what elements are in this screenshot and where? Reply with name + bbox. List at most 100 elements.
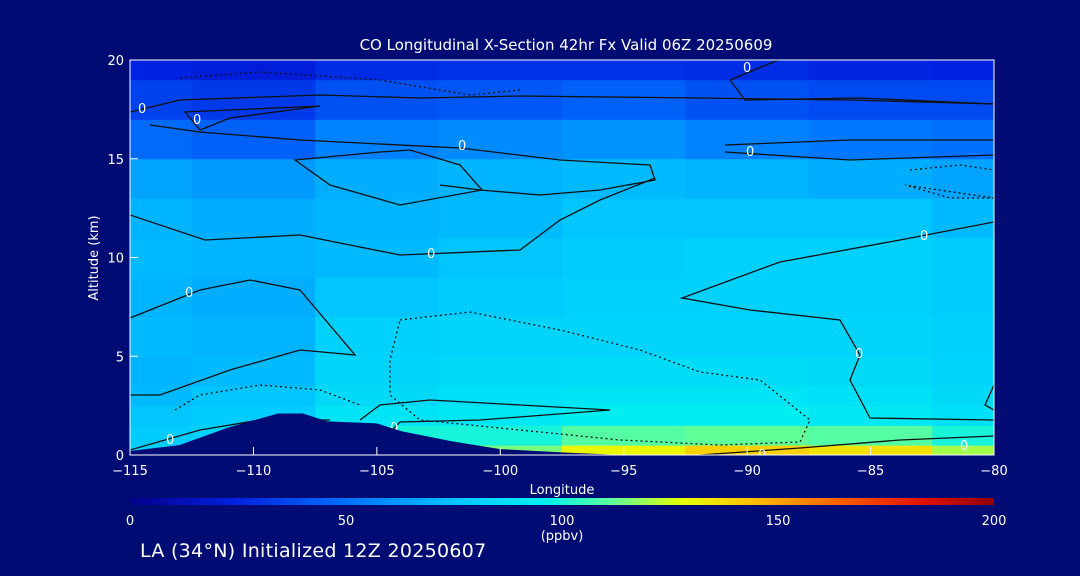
heatmap-cell [562,316,686,357]
colorbar-tick-label: 50 [338,514,355,529]
contour-solid [293,149,484,206]
heatmap-cell [562,237,686,278]
heatmap-cell [932,316,994,357]
heatmap-cell [685,119,810,160]
x-tick-label: −110 [236,464,272,479]
x-tick-label: −85 [857,464,884,479]
contour-label: 0 [390,421,398,436]
chart-title: CO Longitudinal X-Section 42hr Fx Valid … [360,36,773,54]
x-axis: −115 −110 −105 −100 −95 −90 −85 −80 [112,447,1008,479]
contour-label: 0 [166,433,174,448]
heatmap-cell [685,316,810,357]
heatmap-cell [932,356,994,387]
heatmap-cell [932,405,994,426]
contour-label: 0 [138,102,146,117]
heatmap-cell [191,237,316,278]
heatmap-cell [438,316,563,357]
heatmap-cell [191,356,316,387]
colorbar [130,498,994,505]
heatmap-cell [130,119,193,160]
heatmap-cell [932,425,994,446]
heatmap-cell [191,277,316,318]
heatmap-cell [438,198,563,239]
contour-solid [699,435,994,455]
heatmap-cell [438,356,563,387]
heatmap-cell [685,385,810,407]
colorbar-tick-label: 0 [126,514,134,529]
x-axis-label: Longitude [530,483,595,498]
heatmap-cell [130,158,193,199]
heatmap-cell [438,277,563,318]
heatmap-cell [315,405,440,426]
heatmap-cell [932,79,994,120]
heatmap-cell [685,198,810,239]
heatmap-cell [438,425,563,446]
y-tick-label: 15 [107,153,124,168]
heatmap-cell [191,198,316,239]
heatmap-cell [130,237,193,278]
heatmap-cell [562,356,686,387]
heatmap-cell [808,198,933,239]
heatmap-cell [191,158,316,199]
heatmap-cell [932,277,994,318]
heatmap-cell [191,316,316,357]
contour-solid [359,399,611,433]
heatmap-cell [315,60,440,81]
contour-label: 0 [193,113,201,128]
heatmap-cell [685,405,810,426]
heatmap-cell [562,198,686,239]
heatmap-cell [438,60,563,81]
heatmap-cell [438,405,563,426]
heatmap-cell [808,385,933,407]
heatmap-cell [191,60,316,81]
heatmap-cell [562,79,686,120]
heatmap-cell [315,316,440,357]
heatmap-cell [932,237,994,278]
heatmap-cell [130,405,193,426]
contour-solid [729,79,994,105]
heatmap-cell [130,356,193,387]
contour-label: 0 [758,448,766,463]
heatmap-cell [808,237,933,278]
contour-label: 0 [185,286,193,301]
contour-label: 0 [743,61,751,76]
colorbar-tick-label: 200 [982,514,1007,529]
contour-solid [149,124,656,196]
contour-solid [679,221,994,421]
y-tick-label: 5 [116,350,124,365]
heatmap-cell [191,385,316,407]
heatmap-cell [315,385,440,407]
contour-dotted [179,71,521,96]
heatmap-cell [562,158,686,199]
heatmap-cell [315,356,440,387]
heatmap-cell [130,385,193,407]
x-tick-label: −95 [610,464,637,479]
heatmap-cell [685,356,810,387]
heatmap-cell [315,237,440,278]
heatmap-cell [562,119,686,160]
y-tick-label: 20 [107,54,124,69]
contour-solid [729,60,779,81]
heatmap-cell [808,277,933,318]
heatmap-cell [562,385,686,407]
heatmap-cell [315,79,440,120]
heatmap-cell [315,198,440,239]
heatmap-cell [191,79,316,120]
colorbar-unit: (ppbv) [541,529,584,544]
heatmap-cell [130,316,193,357]
y-axis-label: Altitude (km) [87,215,102,300]
x-tick-label: −105 [359,464,395,479]
heatmap-cell [685,237,810,278]
heatmap-cells [130,60,994,455]
heatmap-cell [562,277,686,318]
heatmap-cell [685,277,810,318]
contour-dotted [904,164,994,199]
heatmap-cell [438,385,563,407]
contour-label: 0 [920,229,928,244]
heatmap-cell [562,425,686,446]
heatmap-cell [932,60,994,81]
contour-lines [130,60,994,455]
x-tick-label: −115 [112,464,148,479]
heatmap-cell [562,60,686,81]
